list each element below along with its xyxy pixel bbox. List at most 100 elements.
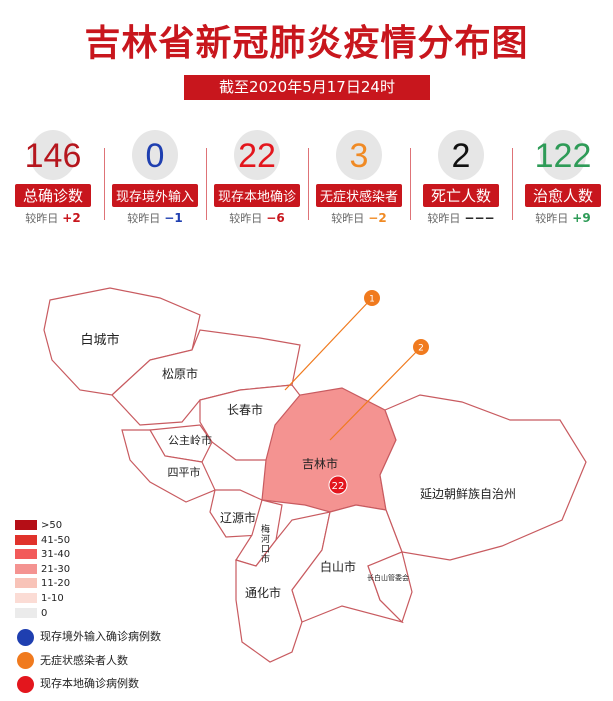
region-11[interactable] <box>367 551 413 624</box>
callout-line <box>329 346 422 441</box>
stat-change: 较昨日 −2 <box>308 210 410 226</box>
change-value: +9 <box>572 211 591 225</box>
region-label: 长春市 <box>227 402 263 417</box>
stat-label: 现存本地确诊 <box>213 184 300 207</box>
callout-line <box>284 297 373 391</box>
change-label: 较昨日 <box>535 212 569 225</box>
divider <box>308 148 309 220</box>
stat-label: 死亡人数 <box>422 184 499 207</box>
legend-marker-item: 现存境外输入确诊病例数 <box>17 628 161 646</box>
stat-change: 较昨日 +9 <box>512 210 613 226</box>
legend-scale-item: 1-10 <box>15 593 64 604</box>
legend-label: 0 <box>41 607 48 619</box>
stat-card: 3 无症状感染者 较昨日 −2 <box>308 130 410 226</box>
marker-dot-icon <box>17 652 34 669</box>
stat-label: 无症状感染者 <box>315 184 402 207</box>
stat-value: 0 <box>145 137 165 175</box>
local-confirmed-marker <box>328 475 348 495</box>
legend-marker-label: 现存境外输入确诊病例数 <box>40 630 161 643</box>
stat-circle: 122 <box>535 130 591 180</box>
legend-scale-item: 21-30 <box>15 563 71 575</box>
callout-number: 2 <box>418 344 424 354</box>
region-label: 白城市 <box>80 332 119 348</box>
divider <box>512 148 513 220</box>
stat-change: 较昨日 −6 <box>206 210 308 226</box>
stat-card: 0 现存境外输入 较昨日 −1 <box>104 130 206 226</box>
region-label-meihekou: 梅河口市 <box>259 524 269 564</box>
legend-swatch <box>15 607 37 618</box>
stat-value: 3 <box>349 137 369 175</box>
stat-value: 122 <box>534 137 592 175</box>
change-label: 较昨日 <box>25 212 59 225</box>
legend-marker-label: 现存本地确诊病例数 <box>40 677 139 690</box>
change-value: −−− <box>464 211 495 225</box>
stat-change: 较昨日 +2 <box>2 210 104 226</box>
marker-dot-icon <box>17 628 34 646</box>
stat-change: 较昨日 −1 <box>104 210 206 226</box>
stat-card: 146 总确诊数 较昨日 +2 <box>2 130 104 226</box>
change-value: −1 <box>164 211 183 225</box>
date-banner: 截至2020年5月17日24时 <box>184 75 430 100</box>
legend-swatch <box>15 549 37 560</box>
legend-swatch <box>15 534 37 545</box>
legend-scale-item: >50 <box>15 520 62 531</box>
region-label: 辽源市 <box>220 510 256 525</box>
asymptomatic-marker <box>364 290 380 306</box>
legend-marker-item: 无症状感染者人数 <box>17 652 128 669</box>
change-label: 较昨日 <box>331 212 365 225</box>
legend-marker-item: 现存本地确诊病例数 <box>17 675 139 693</box>
stat-value: 2 <box>451 137 471 175</box>
stat-label: 现存境外输入 <box>111 184 198 207</box>
region-label: 长白山管委会 <box>367 573 409 582</box>
legend-scale-item: 41-50 <box>15 534 71 546</box>
change-label: 较昨日 <box>229 212 263 225</box>
local-confirmed-count: 22 <box>332 481 345 492</box>
change-value: −2 <box>368 211 387 225</box>
divider <box>410 148 411 220</box>
region-label: 白山市 <box>320 559 356 574</box>
region-label: 通化市 <box>245 585 281 600</box>
stat-circle: 2 <box>438 130 484 180</box>
stat-value: 22 <box>238 137 276 175</box>
stat-value: 146 <box>24 137 82 175</box>
legend-label: 41-50 <box>41 534 71 546</box>
stat-change: 较昨日 −−− <box>410 210 512 226</box>
region-label: 延边朝鲜族自治州 <box>420 487 516 501</box>
asymptomatic-marker <box>413 339 429 355</box>
change-label: 较昨日 <box>127 212 161 225</box>
legend-label: 31-40 <box>41 549 71 561</box>
stat-card: 2 死亡人数 较昨日 −−− <box>410 130 512 226</box>
legend-label: >50 <box>41 520 63 531</box>
change-label: 较昨日 <box>427 212 461 225</box>
legend-scale-item: 11-20 <box>15 578 70 589</box>
region-label: 松原市 <box>162 366 198 381</box>
legend-label: 1-10 <box>41 593 64 604</box>
stat-circle: 146 <box>25 130 81 180</box>
region-6[interactable] <box>379 394 587 561</box>
stat-label: 总确诊数 <box>14 184 91 207</box>
legend-swatch <box>15 578 37 589</box>
legend-marker-label: 无症状感染者人数 <box>40 653 128 667</box>
legend-swatch <box>15 593 37 603</box>
divider <box>104 148 105 220</box>
region-label: 四平市 <box>168 465 201 479</box>
stat-label: 治愈人数 <box>524 184 601 207</box>
stat-circle: 0 <box>132 130 178 180</box>
stat-circle: 3 <box>336 130 382 180</box>
change-value: +2 <box>62 211 81 225</box>
region-label: 公主岭市 <box>168 433 212 447</box>
marker-dot-icon <box>17 675 34 693</box>
legend-label: 21-30 <box>41 563 71 575</box>
legend-scale-item: 0 <box>15 607 48 619</box>
legend-label: 11-20 <box>41 578 71 590</box>
stat-card: 122 治愈人数 较昨日 +9 <box>512 130 613 226</box>
legend-swatch <box>15 520 37 530</box>
change-value: −6 <box>266 211 285 225</box>
stat-circle: 22 <box>234 130 280 180</box>
divider <box>206 148 207 220</box>
legend-swatch <box>15 563 37 574</box>
region-label: 吉林市 <box>302 456 338 471</box>
legend-scale-item: 31-40 <box>15 549 70 560</box>
